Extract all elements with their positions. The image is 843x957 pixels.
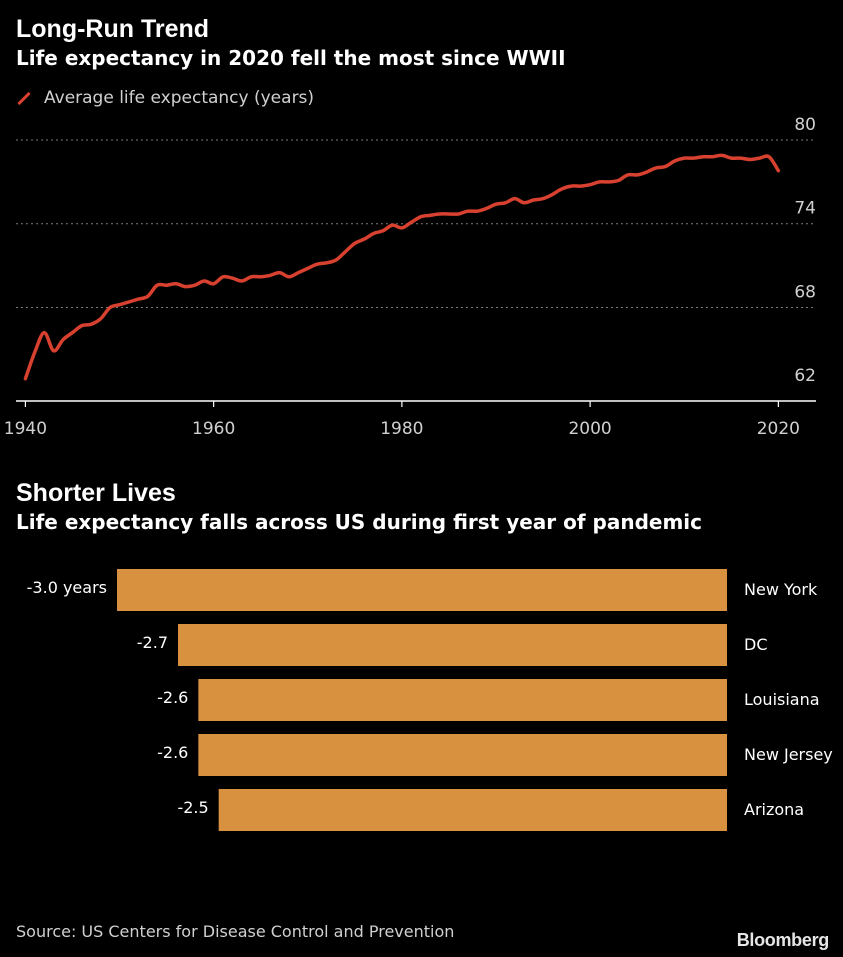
- bar-category-label: New York: [744, 580, 818, 599]
- bar-value-label: -2.7: [137, 633, 168, 652]
- bar: [117, 569, 727, 611]
- bar-value-label: -2.6: [157, 688, 188, 707]
- bar-category-label: Louisiana: [744, 690, 820, 709]
- state-decline-bar-chart: -3.0 years New York -2.7 DC -2.6 Louisiana -2.…: [27, 569, 833, 831]
- line-chart-legend: Average life expectancy (years): [16, 86, 314, 110]
- bar-value-label: -2.6: [157, 743, 188, 762]
- bar: [198, 679, 728, 721]
- x-tick-label: 1940: [4, 419, 47, 439]
- bar-value-label: -3.0 years: [27, 578, 107, 597]
- x-tick-label: 2000: [568, 419, 611, 439]
- bar-category-label: Arizona: [744, 800, 804, 819]
- life-expectancy-series-line: [23, 153, 781, 381]
- life-expectancy-line-chart: 62 68 74 80 1940 1960 1980 2000 2020: [4, 115, 816, 439]
- x-tick-label: 2020: [757, 419, 800, 439]
- bar: [178, 624, 727, 666]
- bar-value-label: -2.5: [177, 798, 208, 817]
- bar: [218, 789, 727, 831]
- x-tick-label: 1980: [380, 419, 423, 439]
- bar: [198, 734, 728, 776]
- y-tick-label: 68: [794, 282, 816, 302]
- y-tick-label: 80: [794, 115, 816, 135]
- source-note: Source: US Centers for Disease Control a…: [16, 922, 455, 941]
- y-tick-label: 74: [794, 199, 816, 219]
- bar-category-label: DC: [744, 635, 768, 654]
- x-tick-label: 1960: [192, 419, 235, 439]
- chart1-subtitle: Life expectancy in 2020 fell the most si…: [16, 46, 566, 70]
- bar-category-label: New Jersey: [744, 745, 833, 764]
- y-tick-label: 62: [794, 366, 816, 386]
- chart2-subtitle: Life expectancy falls across US during f…: [16, 510, 703, 534]
- chart2-title: Shorter Lives: [16, 479, 176, 507]
- chart1-title: Long-Run Trend: [16, 15, 210, 43]
- bloomberg-logo: Bloomberg: [736, 930, 830, 950]
- legend-label: Average life expectancy (years): [44, 88, 315, 108]
